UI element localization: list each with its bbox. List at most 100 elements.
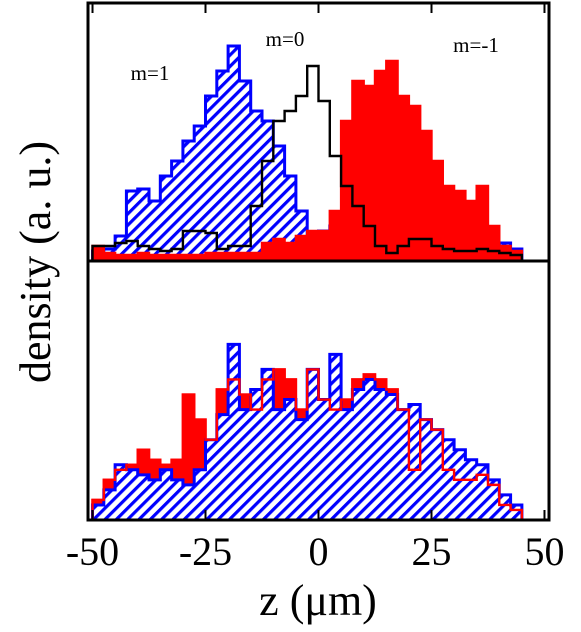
bar <box>149 201 161 261</box>
bar <box>374 389 387 520</box>
bar <box>295 419 308 520</box>
bar <box>284 243 297 261</box>
bar <box>329 354 342 520</box>
x-tick-label: -25 <box>179 529 232 574</box>
annotation: m=0 <box>266 27 305 51</box>
bar <box>341 409 353 520</box>
bar <box>171 479 184 520</box>
bar <box>465 459 478 520</box>
bar <box>239 253 252 261</box>
bar <box>386 394 398 520</box>
bar <box>126 469 139 520</box>
bar <box>262 121 274 261</box>
bar <box>160 469 173 520</box>
bar <box>352 389 365 520</box>
bar <box>149 255 161 261</box>
histogram-outline <box>91 64 524 261</box>
x-axis-label: z (μm) <box>259 576 377 625</box>
bar <box>171 161 184 261</box>
bar <box>307 231 319 261</box>
bar <box>454 449 466 520</box>
histogram-series <box>91 64 524 261</box>
annotation: m=-1 <box>453 33 499 57</box>
bar <box>171 255 184 261</box>
bar <box>115 255 127 261</box>
bar <box>284 176 297 261</box>
bar <box>216 253 229 261</box>
bar <box>182 255 195 261</box>
bar <box>510 504 523 520</box>
bar <box>476 464 489 520</box>
bar <box>92 246 105 261</box>
bar <box>273 146 286 261</box>
bar <box>420 131 432 261</box>
bar <box>295 236 308 261</box>
bar <box>149 479 161 520</box>
bar <box>239 409 252 520</box>
x-tick-label: -50 <box>66 529 119 574</box>
bar <box>250 389 263 520</box>
bar <box>115 236 127 261</box>
bar <box>273 409 286 520</box>
bar <box>431 161 444 261</box>
bar <box>194 469 206 520</box>
bar <box>487 226 500 261</box>
bar <box>363 86 376 261</box>
x-tick-label: 25 <box>411 529 451 574</box>
bar <box>262 243 274 261</box>
bar <box>420 419 432 520</box>
bar <box>476 186 489 261</box>
bar <box>408 106 421 261</box>
bar <box>182 394 195 520</box>
histogram-series <box>91 59 524 261</box>
histogram-outline <box>91 368 524 520</box>
bar <box>194 126 206 261</box>
bar <box>137 189 150 261</box>
bar <box>115 464 127 520</box>
bar <box>487 479 500 520</box>
bar <box>273 239 286 261</box>
bar <box>408 404 421 520</box>
bar <box>318 399 331 520</box>
bar <box>194 255 206 261</box>
histogram-series <box>91 342 524 520</box>
bar <box>250 253 263 261</box>
annotation: m=1 <box>131 61 170 85</box>
bar <box>228 253 240 261</box>
bar <box>329 211 342 261</box>
bar <box>397 409 410 520</box>
bar <box>228 344 240 520</box>
bar <box>205 96 218 261</box>
bar <box>103 489 116 520</box>
bar <box>250 111 263 261</box>
bar <box>341 121 353 261</box>
bar <box>465 201 478 261</box>
bar <box>262 369 274 520</box>
bar <box>126 191 139 261</box>
histogram-outline <box>91 59 524 261</box>
histogram-series <box>91 368 524 520</box>
bar <box>160 176 173 261</box>
bar <box>205 253 218 261</box>
bar <box>386 61 398 261</box>
bar <box>442 186 455 261</box>
bar <box>307 369 319 520</box>
x-tick-label: 50 <box>524 529 564 574</box>
bar <box>92 504 105 520</box>
bar <box>205 439 218 520</box>
bar <box>160 255 173 261</box>
bar <box>216 71 229 261</box>
bar <box>374 71 387 261</box>
bar <box>137 474 150 520</box>
bar <box>363 379 376 520</box>
bar <box>284 399 297 520</box>
bar <box>182 484 195 520</box>
bar <box>216 414 229 520</box>
bar <box>352 81 365 261</box>
x-tick-label: 0 <box>309 529 329 574</box>
bar <box>431 429 444 520</box>
bar <box>397 96 410 261</box>
bar <box>239 81 252 261</box>
bar <box>318 231 331 261</box>
